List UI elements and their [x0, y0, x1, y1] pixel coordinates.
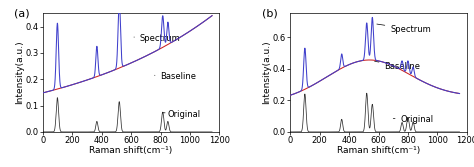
- Text: Baseline: Baseline: [374, 61, 420, 71]
- Text: Spectrum: Spectrum: [377, 24, 431, 34]
- X-axis label: Raman shift(cm⁻¹): Raman shift(cm⁻¹): [337, 146, 420, 155]
- Y-axis label: Intensity(a.u.): Intensity(a.u.): [262, 41, 271, 104]
- Text: Spectrum: Spectrum: [134, 34, 181, 43]
- Text: Original: Original: [163, 110, 201, 119]
- Text: Baseline: Baseline: [155, 72, 197, 81]
- Text: (a): (a): [14, 9, 30, 19]
- Text: Original: Original: [393, 115, 434, 124]
- Y-axis label: Intensity(a.u.): Intensity(a.u.): [15, 41, 24, 104]
- X-axis label: Raman shift(cm⁻¹): Raman shift(cm⁻¹): [90, 146, 173, 155]
- Text: (b): (b): [262, 9, 278, 19]
